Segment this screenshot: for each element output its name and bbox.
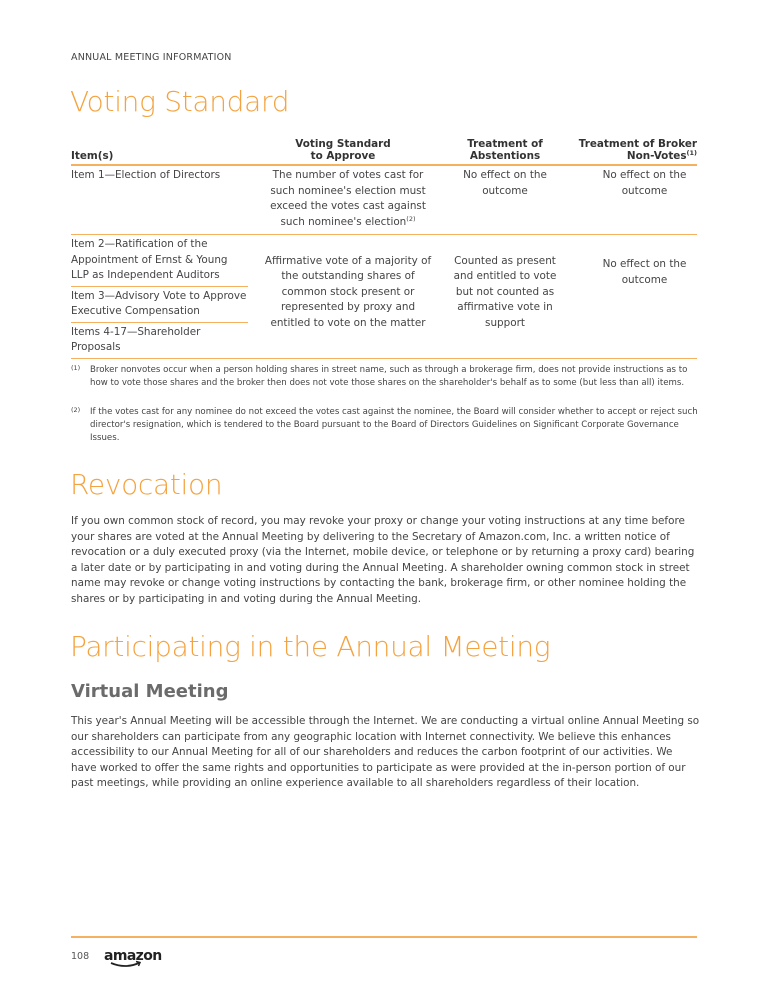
table-row: Item 2—Ratification of the Appointment o… bbox=[71, 234, 697, 359]
cell-broker: No effect on the outcome bbox=[572, 234, 697, 359]
cell-item: Item 2—Ratification of the Appointment o… bbox=[71, 234, 248, 287]
section-title-revocation: Revocation bbox=[70, 468, 223, 501]
amazon-logo: amazon bbox=[104, 948, 162, 967]
cell-item: Item 1—Election of Directors bbox=[71, 165, 248, 235]
header-abstentions: Treatment of Abstentions bbox=[438, 138, 572, 166]
header-voting-standard: Voting Standard to Approve bbox=[248, 138, 438, 166]
page-number: 108 bbox=[71, 951, 90, 962]
cell-standard: The number of votes cast for such nomine… bbox=[248, 165, 438, 235]
table-row: Item 3—Advisory Vote to Approve Executiv… bbox=[71, 286, 697, 323]
subsection-title-virtual-meeting: Virtual Meeting bbox=[71, 681, 229, 702]
cell-item: Item 3—Advisory Vote to Approve Executiv… bbox=[71, 286, 248, 323]
running-header: ANNUAL MEETING INFORMATION bbox=[71, 52, 232, 63]
header-items: Item(s) bbox=[71, 138, 248, 166]
table-row: Item 1—Election of Directors The number … bbox=[71, 165, 697, 235]
section-title-voting-standard: Voting Standard bbox=[70, 85, 290, 118]
voting-standard-table: Item(s) Voting Standard to Approve Treatm… bbox=[71, 138, 697, 359]
svg-text:amazon: amazon bbox=[104, 948, 162, 964]
table-row: Items 4-17—Shareholder Proposals bbox=[71, 322, 697, 359]
cell-abstentions: Counted as present and entitled to vote … bbox=[438, 234, 572, 359]
cell-standard: Affirmative vote of a majority of the ou… bbox=[248, 234, 438, 359]
cell-item: Items 4-17—Shareholder Proposals bbox=[71, 322, 248, 359]
virtual-meeting-paragraph: This year's Annual Meeting will be acces… bbox=[71, 715, 700, 790]
footnote-1: (1) Broker nonvotes occur when a person h… bbox=[71, 364, 688, 388]
footer-rule bbox=[71, 936, 697, 938]
footnote-2: (2) If the votes cast for any nominee do … bbox=[71, 406, 698, 443]
header-broker-nonvotes: Treatment of Broker Non-Votes(1) bbox=[572, 138, 697, 166]
section-title-participating: Participating in the Annual Meeting bbox=[70, 630, 551, 663]
cell-broker: No effect on the outcome bbox=[572, 165, 697, 235]
revocation-paragraph: If you own common stock of record, you m… bbox=[71, 515, 695, 605]
cell-abstentions: No effect on the outcome bbox=[438, 165, 572, 235]
table-header-row: Item(s) Voting Standard to Approve Treatm… bbox=[71, 138, 697, 166]
